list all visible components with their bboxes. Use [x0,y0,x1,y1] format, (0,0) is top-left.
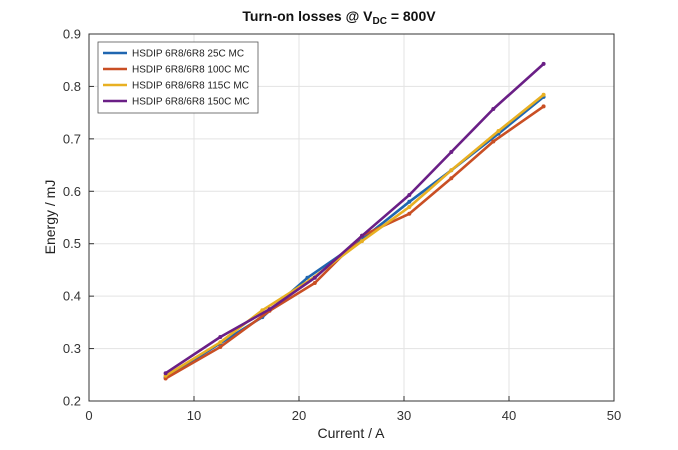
series-point [491,139,496,144]
plot-frame [88,33,615,402]
series-point [407,205,412,209]
legend-label: HSDIP 6R8/6R8 150C MC [132,97,250,108]
series-point [491,107,496,111]
series-point [218,340,223,345]
x-tick-label: 20 [292,408,306,423]
x-tick-label: 50 [607,408,621,423]
x-tick-label: 0 [85,408,92,423]
series-point [541,104,546,109]
legend-label: HSDIP 6R8/6R8 25C MC [132,49,244,60]
series-point [407,193,412,197]
legend-item: HSDIP 6R8/6R8 115C MC [103,81,249,92]
x-tick-label: 40 [502,408,516,423]
series-point [163,371,168,376]
series-point [449,168,454,173]
series-point [218,335,223,339]
chart-title: Turn-on losses @ VDC = 800V [242,8,436,27]
y-tick-label: 0.8 [63,79,81,94]
chart-title-tail: = 800V [387,8,436,24]
series-point [496,129,501,133]
x-tick-label: 10 [187,408,201,423]
y-tick-label: 0.2 [63,394,81,409]
x-tick-label: 30 [397,408,411,423]
y-tick-label: 0.6 [63,184,81,199]
series-point [449,150,454,154]
series-4 [163,61,546,376]
series-point [541,61,546,66]
y-axis-ticks: 0.2 0.3 0.4 0.5 0.6 0.7 0.8 0.9 [63,27,94,409]
y-tick-label: 0.5 [63,236,81,251]
series-layer [163,61,546,381]
series-point [267,307,272,312]
series-point [360,233,364,238]
x-axis-label: Current / A [318,425,386,441]
legend: HSDIP 6R8/6R8 25C MC HSDIP 6R8/6R8 100C M… [97,41,259,114]
series-point [360,239,364,244]
y-tick-label: 0.9 [63,27,81,42]
y-tick-label: 0.3 [63,341,81,356]
chart-title-subscript: DC [372,16,386,27]
x-axis-ticks: 0 10 20 30 40 50 [85,396,621,423]
series-point [407,199,412,204]
y-tick-label: 0.7 [63,131,81,146]
series-point [218,345,223,349]
series-point [541,92,546,97]
series-point [260,308,265,313]
y-axis-label: Energy / mJ [42,180,58,255]
legend-item: HSDIP 6R8/6R8 25C MC [103,49,244,60]
series-point [312,275,317,280]
legend-item: HSDIP 6R8/6R8 150C MC [103,97,250,108]
series-3 [163,92,546,378]
legend-label: HSDIP 6R8/6R8 115C MC [132,81,249,92]
series-point [449,176,454,181]
series-point [312,281,317,285]
y-tick-label: 0.4 [63,289,81,304]
legend-label: HSDIP 6R8/6R8 100C MC [132,65,250,76]
legend-item: HSDIP 6R8/6R8 100C MC [103,65,250,76]
series-point [407,211,412,216]
